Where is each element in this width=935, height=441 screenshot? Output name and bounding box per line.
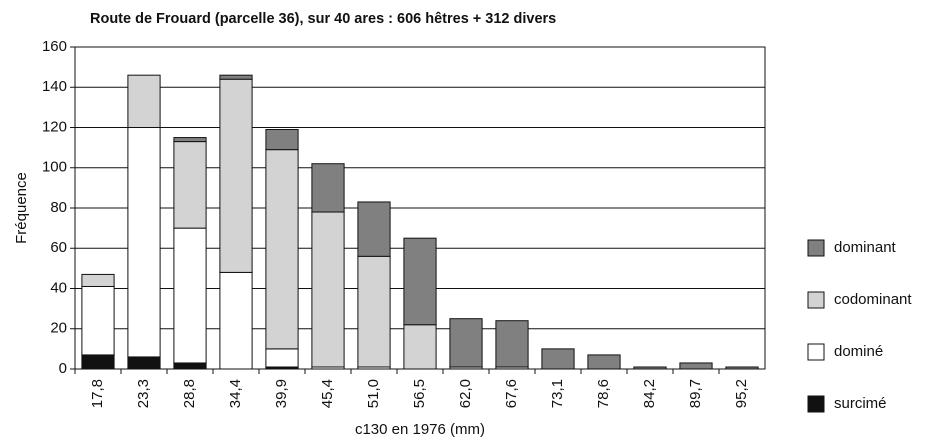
legend-label: surcimé: [834, 395, 887, 412]
bar-segment: [81, 354, 115, 370]
legend-label: dominant: [834, 239, 897, 256]
bar-segment: [173, 137, 207, 143]
bar-segment: [403, 324, 437, 370]
x-axis-label: c130 en 1976 (mm): [355, 421, 485, 438]
y-tick-label: 160: [42, 38, 67, 55]
bar-segment: [81, 285, 115, 356]
x-tick-label: 51,0: [365, 379, 382, 408]
legend-swatch: [807, 395, 825, 413]
y-tick-label: 100: [42, 159, 67, 176]
x-tick-label: 62,0: [457, 379, 474, 408]
bar-segment: [449, 318, 483, 368]
bar-segment: [495, 320, 529, 368]
bar-segment: [127, 356, 161, 370]
bar-segment: [127, 74, 161, 129]
bar-segment: [311, 211, 345, 368]
x-tick-label: 73,1: [549, 379, 566, 408]
x-tick-label: 17,8: [89, 379, 106, 408]
bar-segment: [725, 366, 759, 370]
x-tick-label: 34,4: [227, 379, 244, 408]
bar-segment: [173, 362, 207, 370]
y-axis-label: Fréquence: [13, 172, 30, 244]
legend-swatch: [807, 291, 825, 309]
bar-segment: [219, 78, 253, 273]
legend-swatch: [807, 239, 825, 257]
bar-segment: [357, 201, 391, 257]
bar-segment: [587, 354, 621, 370]
x-tick-label: 84,2: [641, 379, 658, 408]
y-tick-label: 80: [50, 199, 67, 216]
y-tick-label: 40: [50, 279, 67, 296]
x-tick-label: 23,3: [135, 379, 152, 408]
bar-segment: [173, 141, 207, 229]
legend-swatch: [807, 343, 825, 361]
bar-segment: [633, 366, 667, 370]
y-tick-label: 140: [42, 78, 67, 95]
chart-title: Route de Frouard (parcelle 36), sur 40 a…: [90, 11, 556, 27]
bar-segment: [265, 149, 299, 350]
bar-segment: [127, 127, 161, 358]
x-tick-label: 78,6: [595, 379, 612, 408]
x-tick-label: 56,5: [411, 379, 428, 408]
bar-segment: [265, 348, 299, 368]
bar-segment: [173, 227, 207, 364]
x-tick-label: 67,6: [503, 379, 520, 408]
x-tick-label: 95,2: [733, 379, 750, 408]
bar-segment: [403, 237, 437, 326]
bar-segment: [265, 129, 299, 151]
legend-label: codominant: [834, 291, 912, 308]
bar-segment: [219, 271, 253, 370]
x-tick-label: 89,7: [687, 379, 704, 408]
bar-segment: [357, 255, 391, 368]
y-tick-label: 0: [59, 360, 67, 377]
x-tick-label: 39,9: [273, 379, 290, 408]
y-tick-label: 60: [50, 239, 67, 256]
x-tick-label: 45,4: [319, 379, 336, 408]
bar-segment: [219, 74, 253, 80]
bar-segment: [541, 348, 575, 370]
x-tick-label: 28,8: [181, 379, 198, 408]
bar-segment: [311, 163, 345, 213]
bar-segment: [679, 362, 713, 370]
y-tick-label: 120: [42, 118, 67, 135]
y-tick-label: 20: [50, 320, 67, 337]
bar-segment: [81, 273, 115, 287]
legend-label: dominé: [834, 343, 883, 360]
